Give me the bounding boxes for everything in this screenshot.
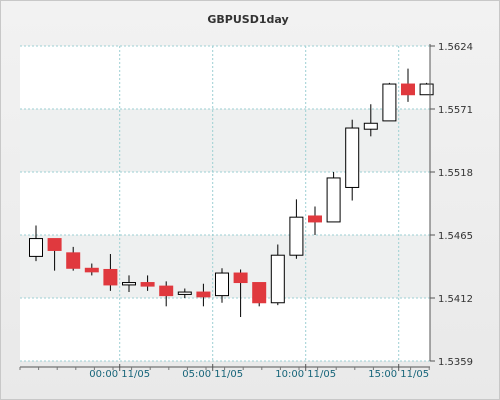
candle [401, 68, 415, 102]
y-tick-label: 1.5465 [438, 231, 473, 242]
x-axis-ticks: 00:00 11/05 05:00 11/05 10:00 11/05 15:00 1… [19, 364, 430, 380]
y-tick-label: 1.5624 [438, 42, 473, 53]
candle-body [308, 215, 322, 223]
candle-body [66, 252, 81, 269]
candle [122, 275, 136, 293]
candle [140, 275, 155, 291]
y-tick-label: 1.5571 [438, 105, 473, 116]
x-tick-label: 10:00 11/05 [275, 369, 336, 380]
x-tick-label: 00:00 11/05 [89, 369, 150, 380]
candle [196, 283, 211, 307]
candle-body [419, 83, 434, 96]
candle [308, 206, 322, 235]
candle [363, 104, 378, 137]
candle [289, 199, 304, 259]
candle-body [140, 282, 155, 287]
candle-body [382, 83, 397, 122]
candle [29, 225, 43, 262]
candle [382, 82, 397, 122]
candle-body [103, 268, 118, 286]
plot-area [20, 46, 430, 361]
candle-body [29, 238, 43, 257]
grid-lines [20, 45, 430, 362]
candle-body [345, 127, 360, 188]
candle-body [233, 272, 248, 284]
candle [345, 119, 360, 201]
candle-body [363, 122, 378, 130]
candle [159, 281, 174, 307]
candles [29, 68, 434, 318]
candle [326, 172, 341, 223]
candle [419, 82, 434, 96]
candle-body [47, 238, 62, 251]
candle-body [326, 177, 341, 223]
plot-background [20, 46, 430, 361]
candle-body [122, 282, 136, 286]
chart-title: GBPUSD1day [207, 13, 288, 26]
y-tick-label: 1.5518 [438, 168, 473, 179]
candle-body [401, 83, 415, 96]
candle-body [252, 282, 267, 304]
candle [103, 254, 118, 291]
candle-body [270, 254, 285, 304]
candle-body [196, 291, 211, 298]
x-tick-label: 15:00 11/05 [368, 369, 429, 380]
candle [47, 238, 62, 271]
y-tick-label: 1.5359 [438, 357, 473, 368]
candle [233, 269, 248, 318]
candle-body [215, 272, 229, 297]
y-axis-ticks: 1.5624 1.5571 1.5518 1.5465 1.5412 1.5359 [430, 42, 473, 368]
plot-band [20, 109, 430, 172]
candle-body [177, 291, 192, 295]
candle-body [159, 285, 174, 297]
y-tick-label: 1.5412 [438, 294, 473, 305]
candle-body [84, 267, 99, 273]
x-tick-label: 05:00 11/05 [182, 369, 243, 380]
candle [177, 288, 192, 298]
candle [84, 263, 99, 276]
candle [66, 246, 81, 271]
candle-body [289, 216, 304, 256]
candle [252, 282, 267, 307]
candle [270, 244, 285, 306]
candle [215, 268, 229, 303]
